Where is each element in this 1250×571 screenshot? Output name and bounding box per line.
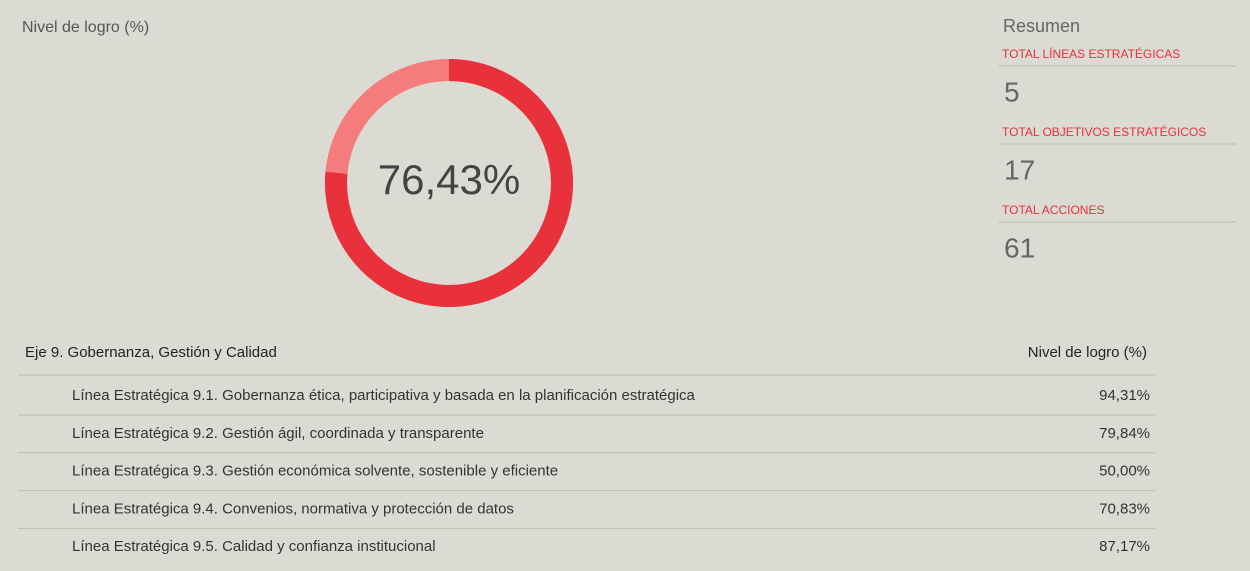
- table-header: Nivel de logro (%): [1028, 344, 1147, 361]
- panel-title: Nivel de logro (%): [22, 19, 149, 36]
- donut-arc: [325, 59, 573, 307]
- row-name: Línea Estratégica 9.3. Gestión económica…: [72, 463, 558, 480]
- row-name: Línea Estratégica 9.5. Calidad y confian…: [72, 538, 436, 555]
- table-header: Eje 9. Gobernanza, Gestión y Calidad: [25, 344, 277, 361]
- row-name: Línea Estratégica 9.2. Gestión ágil, coo…: [72, 425, 484, 442]
- row-name: Línea Estratégica 9.1. Gobernanza ética,…: [72, 387, 696, 404]
- row-value: 94,31%: [1099, 387, 1150, 404]
- donut-label: 76,43%: [378, 156, 520, 203]
- row-value: 79,84%: [1099, 425, 1150, 442]
- row-value: 70,83%: [1099, 500, 1150, 517]
- summary-value: 5: [1004, 76, 1020, 107]
- summary-label: TOTAL ACCIONES: [1002, 203, 1104, 217]
- summary-label: TOTAL OBJETIVOS ESTRATÉGICOS: [1002, 124, 1206, 139]
- summary-value: 17: [1004, 154, 1035, 185]
- row-name: Línea Estratégica 9.4. Convenios, normat…: [72, 500, 514, 517]
- row-value: 50,00%: [1099, 463, 1150, 480]
- summary-value: 61: [1004, 232, 1035, 263]
- row-value: 87,17%: [1099, 538, 1150, 555]
- summary-title: Resumen: [1003, 16, 1080, 36]
- summary-label: TOTAL LÍNEAS ESTRATÉGICAS: [1002, 46, 1180, 61]
